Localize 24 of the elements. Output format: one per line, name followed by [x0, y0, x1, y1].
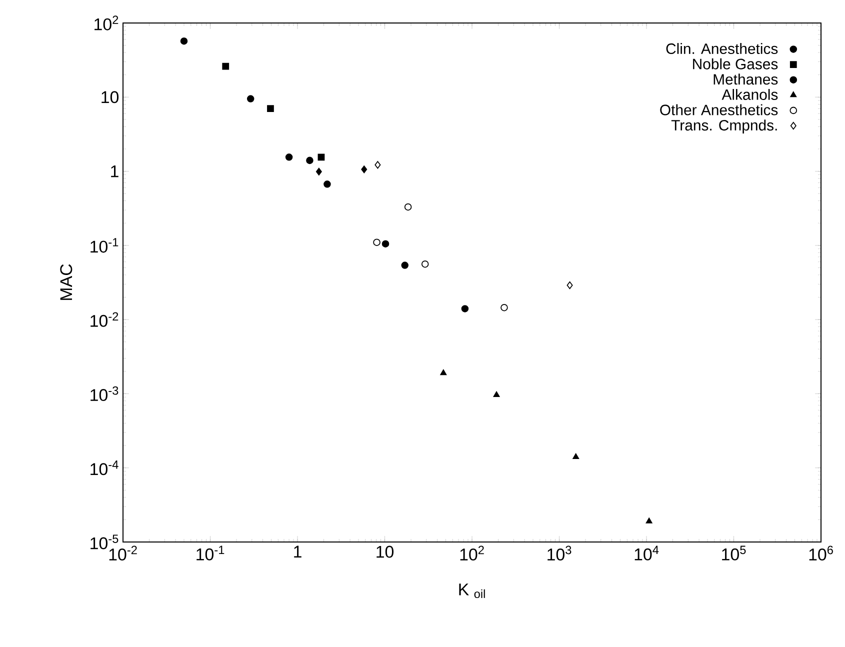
- y-tick-label: 10$^{-3}$: [90, 386, 118, 402]
- legend-label: Trans. Cmpnds.: [671, 120, 777, 134]
- x-tick-label: 10$^{5}$: [722, 546, 746, 560]
- x-tick-label: 10$^{-1}$: [196, 546, 224, 560]
- legend-label: Methanes: [714, 74, 778, 85]
- legend-label: Alkanols: [722, 88, 778, 100]
- legend-label: Noble Gases: [693, 58, 778, 70]
- y-tick-label: 10$^{-2}$: [90, 312, 118, 327]
- y-tick-label: 10$^{2}$: [94, 16, 118, 30]
- y-tick-label: 1: [111, 165, 118, 178]
- y-tick-label: 10: [102, 91, 119, 104]
- x-axis-title: K $_{oil}$: [459, 584, 485, 598]
- legend-label: Other Anesthetics: [660, 104, 778, 116]
- x-tick-label: 10$^{2}$: [460, 546, 484, 561]
- x-tick-label: 10$^{4}$: [634, 546, 659, 560]
- y-tick-label: 10$^{-1}$: [90, 238, 118, 253]
- y-tick-label: 10$^{-5}$: [90, 534, 118, 550]
- x-tick-label: 10$^{3}$: [548, 546, 572, 561]
- legend-label: Clin. Anesthetics: [666, 43, 778, 54]
- y-tick-label: 10$^{-4}$: [90, 460, 118, 476]
- y-axis-title: MAC: [60, 264, 72, 300]
- x-tick-label: 10: [376, 546, 394, 558]
- x-tick-label: 10$^{6}$: [809, 546, 833, 561]
- x-tick-label: 1: [294, 546, 302, 558]
